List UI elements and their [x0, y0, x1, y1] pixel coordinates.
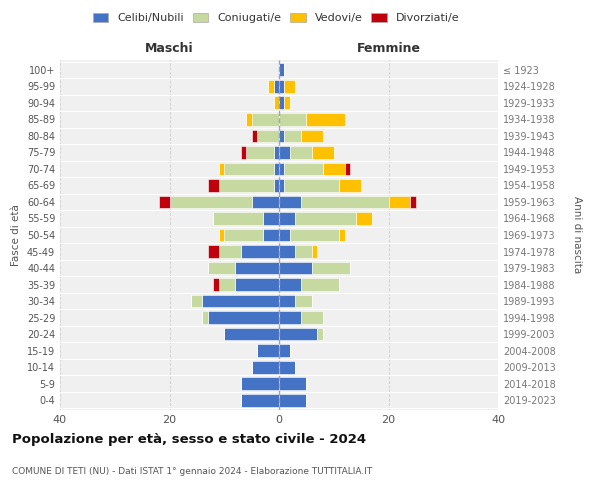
Bar	[202, 294, 279, 308]
Bar	[235, 278, 279, 291]
Bar	[274, 96, 279, 110]
Bar	[295, 212, 356, 225]
Y-axis label: Anni di nascita: Anni di nascita	[572, 196, 583, 274]
Bar	[241, 377, 279, 390]
Legend: Celibi/Nubili, Coniugati/e, Vedovi/e, Divorziati/e: Celibi/Nubili, Coniugati/e, Vedovi/e, Di…	[88, 8, 464, 28]
Bar	[279, 245, 295, 258]
Bar	[274, 179, 279, 192]
Bar	[323, 162, 345, 175]
Bar	[295, 294, 312, 308]
Bar	[224, 328, 279, 340]
Bar	[284, 80, 295, 93]
Bar	[295, 245, 312, 258]
Bar	[219, 278, 235, 291]
Bar	[158, 196, 169, 208]
Bar	[279, 228, 290, 241]
Bar	[301, 196, 389, 208]
Bar	[312, 245, 317, 258]
Bar	[208, 245, 219, 258]
Bar	[241, 394, 279, 406]
Bar	[284, 130, 301, 142]
Bar	[202, 311, 208, 324]
Text: Femmine: Femmine	[356, 42, 421, 55]
Bar	[279, 294, 295, 308]
Bar	[279, 64, 284, 76]
Bar	[257, 344, 279, 357]
Bar	[274, 162, 279, 175]
Bar	[312, 146, 334, 159]
Bar	[214, 212, 263, 225]
Text: COMUNE DI TETI (NU) - Dati ISTAT 1° gennaio 2024 - Elaborazione TUTTITALIA.IT: COMUNE DI TETI (NU) - Dati ISTAT 1° genn…	[12, 468, 372, 476]
Bar	[219, 162, 224, 175]
Bar	[279, 311, 301, 324]
Bar	[263, 228, 279, 241]
Bar	[279, 328, 317, 340]
Bar	[219, 245, 241, 258]
Text: Maschi: Maschi	[145, 42, 194, 55]
Bar	[290, 146, 312, 159]
Bar	[284, 162, 323, 175]
Bar	[312, 262, 350, 274]
Bar	[219, 228, 224, 241]
Bar	[279, 179, 284, 192]
Bar	[307, 113, 344, 126]
Bar	[208, 179, 219, 192]
Bar	[208, 262, 235, 274]
Bar	[301, 130, 323, 142]
Bar	[251, 196, 279, 208]
Bar	[169, 196, 251, 208]
Bar	[410, 196, 416, 208]
Bar	[279, 162, 284, 175]
Bar	[339, 228, 345, 241]
Bar	[268, 80, 274, 93]
Bar	[224, 162, 274, 175]
Bar	[301, 278, 339, 291]
Bar	[290, 228, 339, 241]
Bar	[191, 294, 202, 308]
Bar	[284, 179, 339, 192]
Bar	[251, 130, 257, 142]
Bar	[279, 146, 290, 159]
Bar	[279, 96, 284, 110]
Bar	[274, 146, 279, 159]
Bar	[279, 130, 284, 142]
Bar	[251, 360, 279, 374]
Bar	[279, 360, 295, 374]
Bar	[279, 196, 301, 208]
Bar	[208, 311, 279, 324]
Bar	[274, 80, 279, 93]
Bar	[279, 113, 307, 126]
Bar	[356, 212, 372, 225]
Bar	[246, 146, 274, 159]
Bar	[279, 278, 301, 291]
Bar	[257, 130, 279, 142]
Bar	[301, 311, 323, 324]
Bar	[219, 179, 274, 192]
Bar	[241, 146, 246, 159]
Bar	[224, 228, 263, 241]
Bar	[214, 278, 219, 291]
Bar	[317, 328, 323, 340]
Bar	[284, 96, 290, 110]
Bar	[246, 113, 251, 126]
Bar	[241, 245, 279, 258]
Bar	[279, 344, 290, 357]
Y-axis label: Fasce di età: Fasce di età	[11, 204, 21, 266]
Bar	[235, 262, 279, 274]
Text: Popolazione per età, sesso e stato civile - 2024: Popolazione per età, sesso e stato civil…	[12, 432, 366, 446]
Bar	[345, 162, 350, 175]
Bar	[279, 262, 312, 274]
Bar	[339, 179, 361, 192]
Bar	[389, 196, 410, 208]
Bar	[251, 113, 279, 126]
Bar	[279, 212, 295, 225]
Bar	[279, 377, 307, 390]
Bar	[279, 80, 284, 93]
Bar	[279, 394, 307, 406]
Bar	[263, 212, 279, 225]
